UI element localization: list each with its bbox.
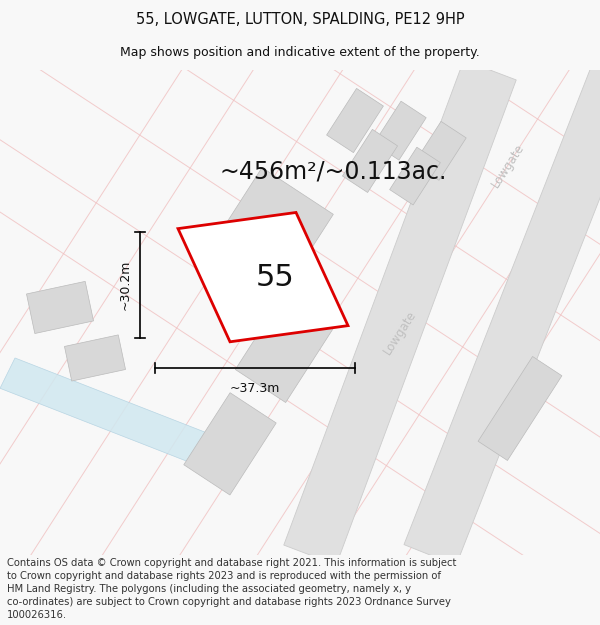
Text: ~30.2m: ~30.2m xyxy=(119,259,132,310)
Polygon shape xyxy=(26,281,94,334)
Polygon shape xyxy=(284,60,516,565)
Polygon shape xyxy=(0,358,235,474)
Polygon shape xyxy=(389,148,440,205)
Polygon shape xyxy=(343,129,398,192)
Text: Lowgate: Lowgate xyxy=(489,142,527,191)
Polygon shape xyxy=(235,293,335,402)
Polygon shape xyxy=(178,213,348,342)
Polygon shape xyxy=(414,121,466,180)
Text: ~37.3m: ~37.3m xyxy=(230,382,280,395)
Polygon shape xyxy=(326,88,383,152)
Text: Lowgate: Lowgate xyxy=(381,308,419,357)
Polygon shape xyxy=(374,101,426,160)
Text: ~456m²/~0.113ac.: ~456m²/~0.113ac. xyxy=(220,159,448,183)
Polygon shape xyxy=(478,356,562,461)
Polygon shape xyxy=(404,59,600,566)
Polygon shape xyxy=(64,335,125,381)
Polygon shape xyxy=(197,168,334,316)
Text: Map shows position and indicative extent of the property.: Map shows position and indicative extent… xyxy=(120,46,480,59)
Text: 55: 55 xyxy=(256,262,295,292)
Text: 55, LOWGATE, LUTTON, SPALDING, PE12 9HP: 55, LOWGATE, LUTTON, SPALDING, PE12 9HP xyxy=(136,12,464,27)
Text: Contains OS data © Crown copyright and database right 2021. This information is : Contains OS data © Crown copyright and d… xyxy=(7,558,457,621)
Polygon shape xyxy=(184,392,276,495)
